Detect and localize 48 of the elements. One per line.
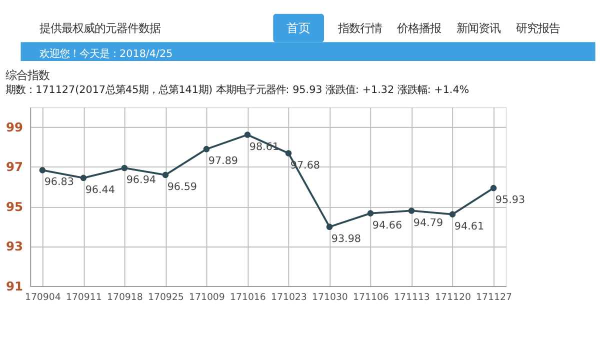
y-tick-label: 91 [6, 279, 24, 294]
x-tick-label: 170925 [148, 292, 184, 303]
point [367, 210, 374, 216]
x-tick-label: 170918 [106, 292, 143, 303]
point [162, 172, 169, 178]
x-tick-label: 171016 [230, 292, 266, 303]
chart-subtitle: 期数：171127(2017总第45期，总第141期) 本期电子元器件: 95.93 涨跌值: +1.32 涨跌幅: +1.4% [6, 84, 470, 96]
data-label: 95.93 [495, 194, 526, 206]
x-tick-label: 171030 [312, 292, 348, 303]
data-label: 96.94 [126, 174, 156, 186]
x-tick-label: 171113 [394, 292, 430, 303]
text: 新闻资讯 [456, 22, 500, 35]
text: 指数行情 [336, 22, 382, 35]
x-tick-label: 171009 [188, 292, 225, 303]
data-label: 94.79 [413, 216, 444, 229]
point [326, 224, 333, 230]
point [490, 184, 497, 192]
text: 提供最权威的元器件数据 [40, 22, 161, 35]
text: 首页 [286, 20, 311, 35]
data-label: 94.61 [454, 220, 484, 232]
data-label: 93.98 [331, 232, 362, 245]
y-tick-label: 95 [6, 200, 24, 214]
data-label: 96.59 [167, 181, 198, 194]
point [203, 146, 210, 152]
point [80, 174, 87, 182]
point [449, 211, 456, 218]
x-tick-label: 171106 [353, 292, 389, 303]
point [39, 167, 46, 174]
y-tick-label: 93 [6, 240, 24, 254]
x-tick-label: 171120 [435, 292, 471, 303]
x-tick-label: 170911 [66, 292, 102, 303]
data-label: 94.66 [372, 219, 402, 232]
chart-title: 综合指数 [6, 68, 50, 82]
text: 研究报告 [516, 22, 560, 35]
x-tick-label: 171127 [476, 292, 512, 303]
y-tick-label: 99 [6, 120, 24, 134]
x-tick-label: 170904 [24, 292, 61, 303]
text: 欢迎您！今天是：2018/4/25 [40, 48, 173, 60]
point [121, 164, 128, 172]
data-label: 97.89 [208, 155, 238, 168]
text: 价格播报 [396, 22, 442, 35]
point [408, 208, 415, 214]
y-tick-label: 97 [6, 160, 24, 174]
data-label: 96.83 [44, 176, 74, 188]
x-tick-label: 171023 [270, 292, 307, 303]
point [285, 150, 292, 156]
point [244, 132, 251, 138]
data-label: 96.44 [85, 184, 116, 196]
